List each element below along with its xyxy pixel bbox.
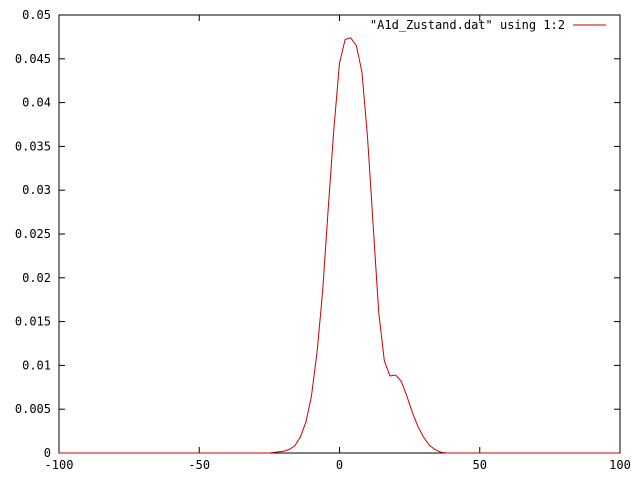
- y-tick-label-4: 0.02: [22, 271, 51, 285]
- x-tick-label-4: 100: [609, 458, 631, 472]
- legend-label: "A1d_Zustand.dat" using 1:2: [370, 18, 565, 32]
- y-tick-label-8: 0.04: [22, 96, 51, 110]
- y-tick-label-9: 0.045: [15, 52, 51, 66]
- x-tick-label-3: 50: [473, 458, 487, 472]
- y-tick-label-10: 0.05: [22, 8, 51, 22]
- x-tick-label-0: -100: [45, 458, 74, 472]
- x-tick-label-2: 0: [336, 458, 343, 472]
- plot-frame: [58, 14, 621, 454]
- y-tick-label-3: 0.015: [15, 315, 51, 329]
- x-tick-labels: -100 -50 0 50 100: [45, 458, 631, 472]
- y-tick-label-5: 0.025: [15, 227, 51, 241]
- y-tick-labels: 0 0.005 0.01 0.015 0.02 0.025 0.03 0.035 0.04 0.0…: [15, 8, 51, 460]
- y-tick-label-1: 0.005: [15, 402, 51, 416]
- axis-ticks: [58, 14, 621, 454]
- y-tick-label-0: 0: [44, 446, 51, 460]
- x-tick-label-1: -50: [188, 458, 210, 472]
- series-line: [59, 37, 620, 454]
- legend: "A1d_Zustand.dat" using 1:2: [370, 18, 606, 32]
- y-tick-label-2: 0.01: [22, 358, 51, 372]
- y-tick-label-7: 0.035: [15, 139, 51, 153]
- y-tick-label-6: 0.03: [22, 183, 51, 197]
